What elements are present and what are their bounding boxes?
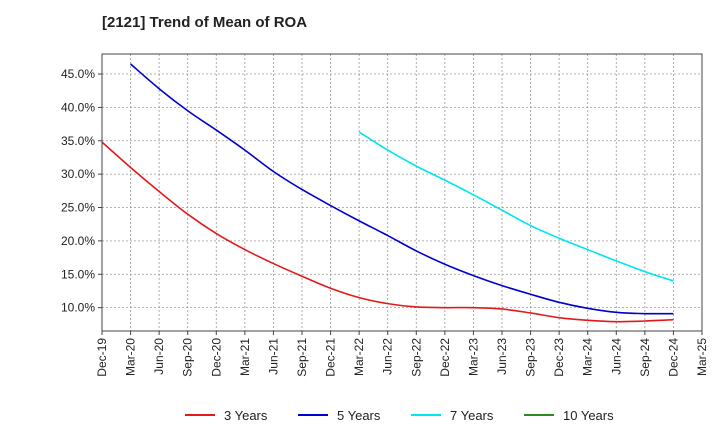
y-tick-label: 10.0% (61, 301, 95, 315)
plot-border (101, 53, 703, 332)
legend-label-3-years: 3 Years (224, 408, 268, 423)
x-tick-label: Mar-21 (238, 338, 252, 376)
x-tick-label: Dec-24 (666, 338, 680, 377)
legend-label-7-years: 7 Years (450, 408, 494, 423)
legend-label-10-years: 10 Years (563, 408, 614, 423)
x-tick-label: Sep-23 (524, 338, 538, 377)
x-tick-label: Sep-20 (181, 338, 195, 377)
series-line-3-years (101, 141, 674, 323)
x-tick-label: Dec-19 (95, 338, 109, 377)
plot-background (102, 54, 702, 331)
y-tick-label: 20.0% (61, 234, 95, 248)
x-tick-label: Sep-24 (638, 338, 652, 377)
y-tick-label: 15.0% (61, 267, 95, 281)
x-tick-label: Sep-21 (295, 338, 309, 377)
chart-title: [2121] Trend of Mean of ROA (102, 14, 308, 31)
legend: 3 Years 5 Years 7 Years 10 Years (185, 408, 614, 423)
y-tick-label: 30.0% (61, 167, 95, 181)
x-tick-label: Jun-21 (266, 338, 280, 375)
x-tick-label: Mar-24 (581, 338, 595, 376)
x-tick-label: Mar-25 (695, 338, 709, 376)
axis-layer: Dec-19 Mar-20 Jun-20 Sep-20 Dec-20 Mar-21 Jun-… (61, 53, 709, 377)
x-tick-label: Mar-20 (124, 338, 138, 376)
y-tick-label: 45.0% (61, 67, 95, 81)
y-tick-label: 35.0% (61, 134, 95, 148)
x-tick-label: Mar-23 (466, 338, 480, 376)
x-tick-label: Sep-22 (409, 338, 423, 377)
x-tick-label: Dec-23 (552, 338, 566, 377)
x-tick-label: Dec-22 (438, 338, 452, 377)
x-tick-label: Jun-23 (495, 338, 509, 375)
x-tick-label: Mar-22 (352, 338, 366, 376)
x-tick-label: Jun-20 (152, 338, 166, 375)
x-tick-label: Jun-22 (381, 338, 395, 375)
series-line-7-years (358, 131, 674, 282)
y-tick-label: 40.0% (61, 100, 95, 114)
series-layer (101, 63, 674, 323)
x-tick-label: Dec-20 (209, 338, 223, 377)
series-line-5-years (130, 63, 674, 315)
y-tick-label: 25.0% (61, 201, 95, 215)
legend-label-5-years: 5 Years (337, 408, 381, 423)
x-tick-label: Jun-24 (609, 338, 623, 375)
plot-area (102, 54, 702, 331)
x-tick-label: Dec-21 (324, 338, 338, 377)
grid-layer (102, 54, 702, 331)
